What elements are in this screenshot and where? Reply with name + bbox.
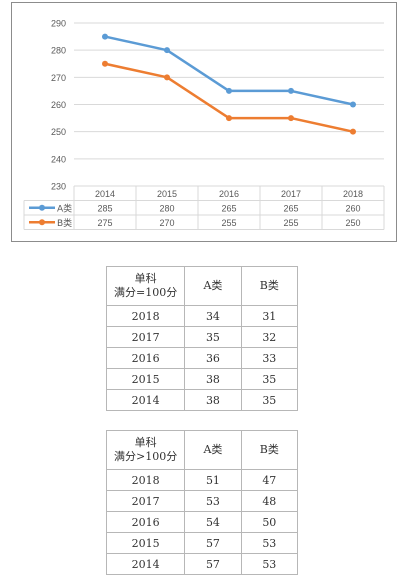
y-tick-label: 270 xyxy=(51,73,66,83)
a-score-cell: 35 xyxy=(184,326,242,348)
score-table-over-100: 单科 满分>100分 A类 B类 2018 51 47 2017 53 48 2016 54 50… xyxy=(105,430,299,575)
table-row: 2014 38 35 xyxy=(105,389,299,411)
y-tick-label: 280 xyxy=(51,46,66,56)
data-point xyxy=(164,47,170,54)
table-row: 2016 54 50 xyxy=(105,511,299,533)
a-score-cell: 36 xyxy=(184,347,242,369)
header-b: B类 xyxy=(240,430,299,470)
year-cell: 2016 xyxy=(105,347,186,369)
table-row: 2017 35 32 xyxy=(105,326,299,348)
data-label: 255 xyxy=(221,218,236,228)
chart-svg: 230 240 250 260 270 280 290 2014 2015 2016 2017 201… xyxy=(23,19,385,230)
header-subject: 单科 满分>100分 xyxy=(105,430,186,470)
data-label: 275 xyxy=(97,218,112,228)
year-cell: 2018 xyxy=(105,305,186,327)
b-score-cell: 50 xyxy=(240,511,299,533)
x-tick-label: 2018 xyxy=(343,189,363,199)
data-point xyxy=(350,128,356,135)
data-point xyxy=(288,87,294,94)
header-subject-line: 满分>100分 xyxy=(114,450,178,463)
data-point xyxy=(102,60,108,67)
y-tick-label: 260 xyxy=(51,100,66,110)
legend-label: A类 xyxy=(57,202,72,214)
series-line-b xyxy=(104,62,354,133)
year-cell: 2016 xyxy=(105,511,186,533)
header-subject-line: 单科 xyxy=(134,272,157,285)
y-tick-label: 230 xyxy=(51,182,66,192)
header-subject: 单科 满分=100分 xyxy=(105,266,186,306)
data-label: 250 xyxy=(345,218,360,228)
table-row: 2014 57 53 xyxy=(105,553,299,575)
table-header-row: 单科 满分=100分 A类 B类 xyxy=(105,266,299,306)
header-a: A类 xyxy=(184,430,242,470)
table-row: 2015 38 35 xyxy=(105,368,299,390)
x-tick-label: 2015 xyxy=(157,189,177,199)
a-score-cell: 38 xyxy=(184,368,242,390)
year-cell: 2015 xyxy=(105,532,186,554)
data-point xyxy=(164,74,170,81)
data-label: 285 xyxy=(97,203,112,213)
data-label: 255 xyxy=(283,218,298,228)
data-label: 270 xyxy=(159,218,174,228)
b-score-cell: 53 xyxy=(240,532,299,554)
b-score-cell: 47 xyxy=(240,469,299,491)
a-score-cell: 57 xyxy=(184,553,242,575)
x-tick-label: 2016 xyxy=(219,189,239,199)
year-cell: 2017 xyxy=(105,490,186,512)
a-score-cell: 57 xyxy=(184,532,242,554)
year-cell: 2018 xyxy=(105,469,186,491)
a-score-cell: 51 xyxy=(184,469,242,491)
data-point xyxy=(288,115,294,122)
header-subject-line: 单科 xyxy=(134,436,157,449)
year-cell: 2014 xyxy=(105,553,186,575)
a-score-cell: 38 xyxy=(184,389,242,411)
data-label: 265 xyxy=(221,203,236,213)
data-label: 260 xyxy=(345,203,360,213)
table-header-row: 单科 满分>100分 A类 B类 xyxy=(105,430,299,470)
header-a: A类 xyxy=(184,266,242,306)
y-tick-label: 250 xyxy=(51,127,66,137)
data-point xyxy=(226,87,232,94)
series-line-a xyxy=(104,35,354,106)
b-score-cell: 31 xyxy=(240,305,299,327)
year-cell: 2015 xyxy=(105,368,186,390)
legend-key-marker xyxy=(39,204,45,211)
a-score-cell: 34 xyxy=(184,305,242,327)
x-tick-label: 2014 xyxy=(95,189,115,199)
data-label: 265 xyxy=(283,203,298,213)
b-score-cell: 35 xyxy=(240,389,299,411)
b-score-cell: 53 xyxy=(240,553,299,575)
line-chart: 230 240 250 260 270 280 290 2014 2015 2016 2017 201… xyxy=(11,2,397,242)
b-score-cell: 32 xyxy=(240,326,299,348)
year-cell: 2017 xyxy=(105,326,186,348)
b-score-cell: 48 xyxy=(240,490,299,512)
b-score-cell: 35 xyxy=(240,368,299,390)
data-point xyxy=(350,101,356,108)
table-row: 2016 36 33 xyxy=(105,347,299,369)
a-score-cell: 53 xyxy=(184,490,242,512)
table-row: 2015 57 53 xyxy=(105,532,299,554)
header-subject-line: 满分=100分 xyxy=(114,286,178,299)
b-score-cell: 33 xyxy=(240,347,299,369)
table-row: 2017 53 48 xyxy=(105,490,299,512)
x-tick-label: 2017 xyxy=(281,189,301,199)
legend-label: B类 xyxy=(57,217,72,229)
y-tick-label: 290 xyxy=(51,19,66,29)
score-table-full-100: 单科 满分=100分 A类 B类 2018 34 31 2017 35 32 2016 36 33… xyxy=(105,266,299,411)
header-b: B类 xyxy=(240,266,299,306)
table-row: 2018 34 31 xyxy=(105,305,299,327)
data-label: 280 xyxy=(159,203,174,213)
year-cell: 2014 xyxy=(105,389,186,411)
a-score-cell: 54 xyxy=(184,511,242,533)
data-point xyxy=(226,115,232,122)
y-tick-label: 240 xyxy=(51,154,66,164)
legend-key-marker xyxy=(39,219,45,226)
data-point xyxy=(102,33,108,40)
table-row: 2018 51 47 xyxy=(105,469,299,491)
